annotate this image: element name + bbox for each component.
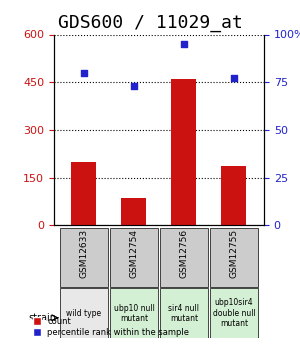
Text: GSM12633: GSM12633: [80, 229, 88, 278]
FancyBboxPatch shape: [210, 288, 258, 338]
FancyBboxPatch shape: [160, 288, 208, 338]
Text: strain: strain: [28, 313, 56, 323]
Text: ubp10 null
mutant: ubp10 null mutant: [114, 304, 154, 323]
FancyBboxPatch shape: [210, 228, 258, 287]
Point: [82, 70, 86, 76]
FancyBboxPatch shape: [60, 228, 108, 287]
Bar: [71, 162, 97, 225]
Text: GSM12756: GSM12756: [179, 229, 188, 278]
Bar: [172, 79, 197, 225]
FancyBboxPatch shape: [110, 228, 158, 287]
Text: sir4 null
mutant: sir4 null mutant: [169, 304, 200, 323]
Text: GSM12754: GSM12754: [130, 229, 139, 278]
FancyBboxPatch shape: [110, 288, 158, 338]
Text: GDS600 / 11029_at: GDS600 / 11029_at: [58, 14, 242, 32]
Text: ubp10sir4
double null
mutant: ubp10sir4 double null mutant: [213, 298, 255, 328]
Bar: [221, 167, 247, 225]
Text: wild type: wild type: [66, 309, 102, 318]
Point: [182, 41, 186, 47]
FancyBboxPatch shape: [160, 228, 208, 287]
Legend: count, percentile rank within the sample: count, percentile rank within the sample: [28, 317, 189, 337]
Text: GSM12755: GSM12755: [230, 229, 238, 278]
FancyBboxPatch shape: [60, 288, 108, 338]
Point: [132, 83, 136, 89]
Point: [232, 76, 236, 81]
Bar: [122, 198, 146, 225]
